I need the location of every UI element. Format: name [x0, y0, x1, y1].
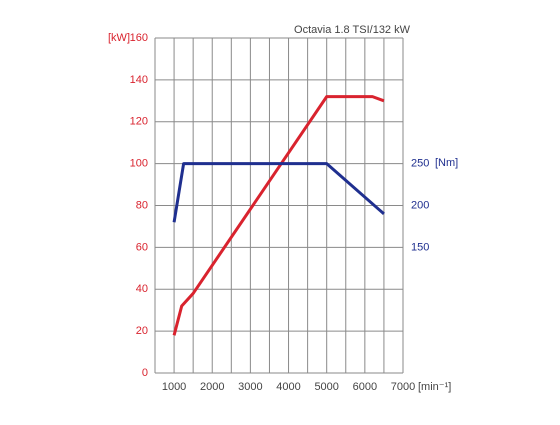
y-tick-label: 60	[136, 241, 148, 253]
y-tick-label: 20	[136, 325, 148, 337]
series-line	[172, 95, 385, 336]
x-tick-label: 2000	[200, 381, 224, 393]
x-tick-label: 6000	[353, 381, 377, 393]
y2-axis-label: [Nm]	[435, 157, 458, 169]
y-tick-label: 160	[130, 32, 148, 44]
y-tick-label: 120	[130, 116, 148, 128]
y-tick-label: 100	[130, 158, 148, 170]
series-line	[172, 162, 385, 223]
y-tick-label: 40	[136, 283, 148, 295]
x-tick-label: 3000	[238, 381, 262, 393]
y2-tick-label: 250	[411, 158, 429, 170]
x-tick-label: 7000	[391, 381, 415, 393]
chart-title: Octavia 1.8 TSI/132 kW	[294, 24, 411, 36]
y2-tick-label: 150	[411, 241, 429, 253]
y-tick-label: 0	[142, 367, 148, 379]
x-tick-label: 5000	[314, 381, 338, 393]
y-axis-label: [kW]	[108, 32, 130, 44]
x-tick-label: 4000	[276, 381, 300, 393]
y-tick-label: 140	[130, 74, 148, 86]
y2-tick-label: 200	[411, 199, 429, 211]
x-axis-label: [min⁻¹]	[418, 381, 451, 393]
x-tick-label: 1000	[162, 381, 186, 393]
y-tick-label: 80	[136, 199, 148, 211]
